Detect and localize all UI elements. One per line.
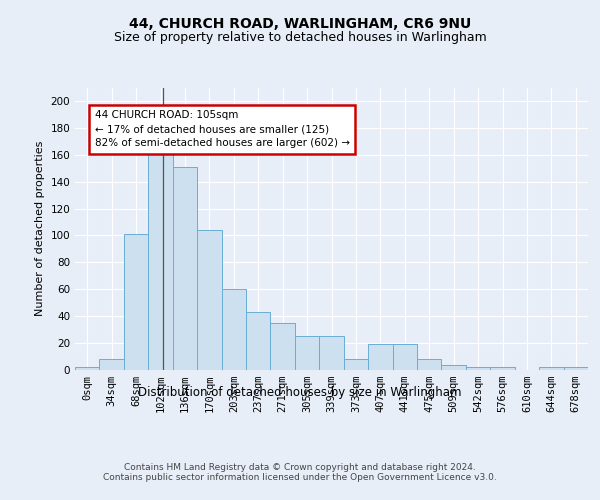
Bar [100,359,124,370]
Bar [197,230,221,370]
Bar [466,368,490,370]
Bar [539,368,563,370]
Bar [490,368,515,370]
Text: 44, CHURCH ROAD, WARLINGHAM, CR6 9NU: 44, CHURCH ROAD, WARLINGHAM, CR6 9NU [129,17,471,31]
Bar [442,364,466,370]
Y-axis label: Number of detached properties: Number of detached properties [35,141,45,316]
Bar [368,344,392,370]
Bar [246,312,271,370]
Bar [344,359,368,370]
Bar [75,368,100,370]
Bar [417,359,442,370]
Bar [392,344,417,370]
Text: Distribution of detached houses by size in Warlingham: Distribution of detached houses by size … [138,386,462,399]
Bar [271,323,295,370]
Text: Contains HM Land Registry data © Crown copyright and database right 2024.
Contai: Contains HM Land Registry data © Crown c… [103,463,497,482]
Bar [295,336,319,370]
Bar [148,150,173,370]
Text: Size of property relative to detached houses in Warlingham: Size of property relative to detached ho… [113,30,487,44]
Bar [173,167,197,370]
Bar [319,336,344,370]
Bar [124,234,148,370]
Text: 44 CHURCH ROAD: 105sqm
← 17% of detached houses are smaller (125)
82% of semi-de: 44 CHURCH ROAD: 105sqm ← 17% of detached… [95,110,350,148]
Bar [221,290,246,370]
Bar [563,368,588,370]
